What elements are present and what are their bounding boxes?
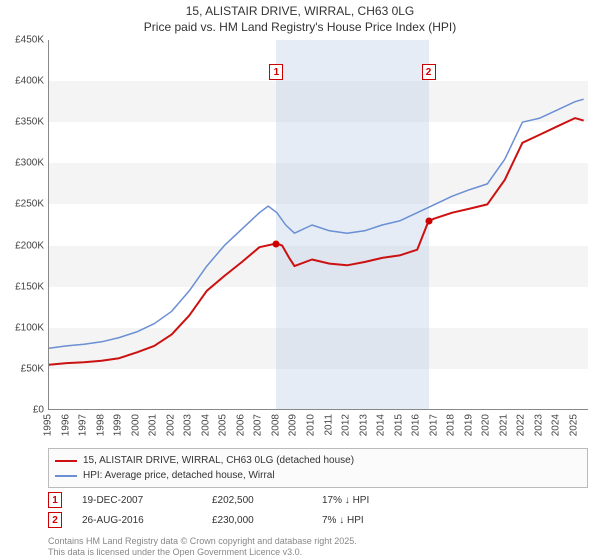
legend-item-hpi: HPI: Average price, detached house, Wirr… <box>55 468 581 483</box>
x-tick-label: 2014 <box>376 414 387 436</box>
sale-dot <box>273 240 280 247</box>
x-tick-label: 2018 <box>446 414 457 436</box>
sale-marker-icon: 1 <box>48 492 62 508</box>
x-tick-label: 2022 <box>516 414 527 436</box>
x-tick-label: 2002 <box>165 414 176 436</box>
y-tick-label: £450K <box>4 35 44 46</box>
y-tick-label: £50K <box>4 363 44 374</box>
legend-item-price-paid: 15, ALISTAIR DRIVE, WIRRAL, CH63 0LG (de… <box>55 453 581 468</box>
sale-marker: 1 <box>269 64 283 80</box>
y-tick-label: £100K <box>4 322 44 333</box>
y-tick-label: £200K <box>4 240 44 251</box>
chart-lines <box>49 40 589 410</box>
sale-price: £202,500 <box>212 495 302 506</box>
sale-delta: 17% ↓ HPI <box>322 495 432 506</box>
chart-area: 12 <box>48 40 588 410</box>
sale-date: 26-AUG-2016 <box>82 515 192 526</box>
x-tick-label: 1999 <box>113 414 124 436</box>
x-tick-label: 1998 <box>95 414 106 436</box>
x-tick-label: 2017 <box>428 414 439 436</box>
x-tick-label: 2012 <box>341 414 352 436</box>
footer-licence: This data is licensed under the Open Gov… <box>48 547 588 558</box>
x-tick-label: 2021 <box>498 414 509 436</box>
legend-swatch <box>55 460 77 462</box>
x-tick-label: 2010 <box>305 414 316 436</box>
title-subtitle: Price paid vs. HM Land Registry's House … <box>0 20 600 36</box>
y-tick-label: £400K <box>4 76 44 87</box>
sales-table: 1 19-DEC-2007 £202,500 17% ↓ HPI 2 26-AU… <box>48 490 588 530</box>
y-tick-label: £250K <box>4 199 44 210</box>
sale-dot <box>425 217 432 224</box>
x-tick-label: 2004 <box>200 414 211 436</box>
title-block: 15, ALISTAIR DRIVE, WIRRAL, CH63 0LG Pri… <box>0 0 600 35</box>
legend-label: HPI: Average price, detached house, Wirr… <box>83 468 275 483</box>
x-tick-label: 2025 <box>568 414 579 436</box>
chart-container: 15, ALISTAIR DRIVE, WIRRAL, CH63 0LG Pri… <box>0 0 600 560</box>
x-tick-label: 1997 <box>78 414 89 436</box>
sale-price: £230,000 <box>212 515 302 526</box>
x-tick-label: 2016 <box>411 414 422 436</box>
x-tick-label: 1996 <box>60 414 71 436</box>
y-tick-label: £300K <box>4 158 44 169</box>
y-tick-label: £150K <box>4 281 44 292</box>
footer-copyright: Contains HM Land Registry data © Crown c… <box>48 536 588 547</box>
x-tick-label: 2001 <box>148 414 159 436</box>
x-tick-label: 2000 <box>130 414 141 436</box>
x-tick-label: 2005 <box>218 414 229 436</box>
y-tick-label: £0 <box>4 405 44 416</box>
legend: 15, ALISTAIR DRIVE, WIRRAL, CH63 0LG (de… <box>48 448 588 488</box>
x-tick-label: 2009 <box>288 414 299 436</box>
y-tick-label: £350K <box>4 117 44 128</box>
sale-date: 19-DEC-2007 <box>82 495 192 506</box>
x-tick-label: 2013 <box>358 414 369 436</box>
legend-label: 15, ALISTAIR DRIVE, WIRRAL, CH63 0LG (de… <box>83 453 354 468</box>
x-tick-label: 1995 <box>43 414 54 436</box>
sales-row: 1 19-DEC-2007 £202,500 17% ↓ HPI <box>48 490 588 510</box>
x-tick-label: 2007 <box>253 414 264 436</box>
x-tick-label: 2020 <box>481 414 492 436</box>
sale-marker-icon: 2 <box>48 512 62 528</box>
sales-row: 2 26-AUG-2016 £230,000 7% ↓ HPI <box>48 510 588 530</box>
sale-delta: 7% ↓ HPI <box>322 515 432 526</box>
x-tick-label: 2019 <box>463 414 474 436</box>
x-tick-label: 2003 <box>183 414 194 436</box>
x-tick-label: 2006 <box>235 414 246 436</box>
title-address: 15, ALISTAIR DRIVE, WIRRAL, CH63 0LG <box>0 4 600 20</box>
x-tick-label: 2008 <box>270 414 281 436</box>
x-tick-label: 2015 <box>393 414 404 436</box>
sale-marker: 2 <box>422 64 436 80</box>
x-tick-label: 2011 <box>323 414 334 436</box>
x-tick-label: 2024 <box>551 414 562 436</box>
footer: Contains HM Land Registry data © Crown c… <box>48 536 588 558</box>
x-tick-label: 2023 <box>533 414 544 436</box>
legend-swatch <box>55 475 77 477</box>
